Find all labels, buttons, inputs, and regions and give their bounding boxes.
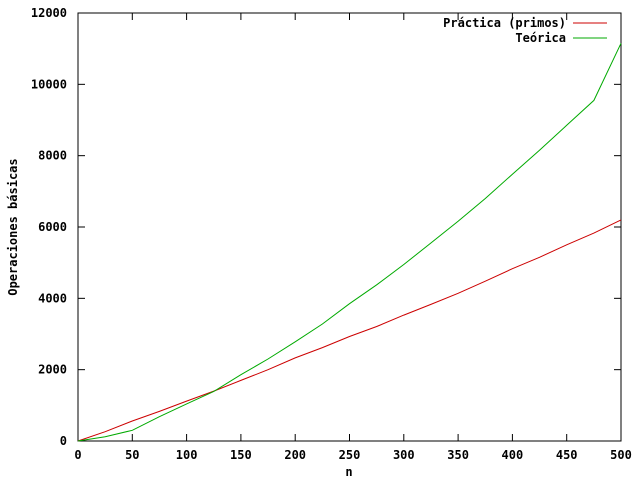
x-tick-label: 200 [284,448,306,462]
x-tick-label: 450 [556,448,578,462]
x-tick-label: 0 [74,448,81,462]
plot-frame [77,12,622,442]
y-tick-label: 2000 [38,363,67,377]
y-axis-label: Operaciones básicas [6,158,20,295]
x-tick-label: 50 [125,448,139,462]
series-layer [77,43,622,442]
legend-label-2: Teórica [515,31,566,45]
x-tick-label: 250 [339,448,361,462]
x-tick-label: 350 [447,448,469,462]
x-tick-label: 150 [230,448,252,462]
y-tick-label: 6000 [38,220,67,234]
y-tick-label: 10000 [31,77,67,91]
y-tick-label: 0 [60,434,67,448]
axis-ticks: 0 50 100 150 200 250 300 350 400 450 500 0 2000 4000 6… [31,6,632,462]
y-tick-label: 12000 [31,6,67,20]
series-line-2 [77,43,622,442]
x-tick-label: 100 [176,448,198,462]
x-tick-label: 400 [502,448,524,462]
y-tick-label: 4000 [38,291,67,305]
legend-label-1: Práctica (primos) [443,16,566,30]
y-tick-label: 8000 [38,149,67,163]
x-tick-label: 500 [610,448,632,462]
series-line-1 [77,219,622,442]
x-tick-label: 300 [393,448,415,462]
legend: Práctica (primos)Teórica [443,16,607,45]
x-axis-label: n [345,465,352,479]
